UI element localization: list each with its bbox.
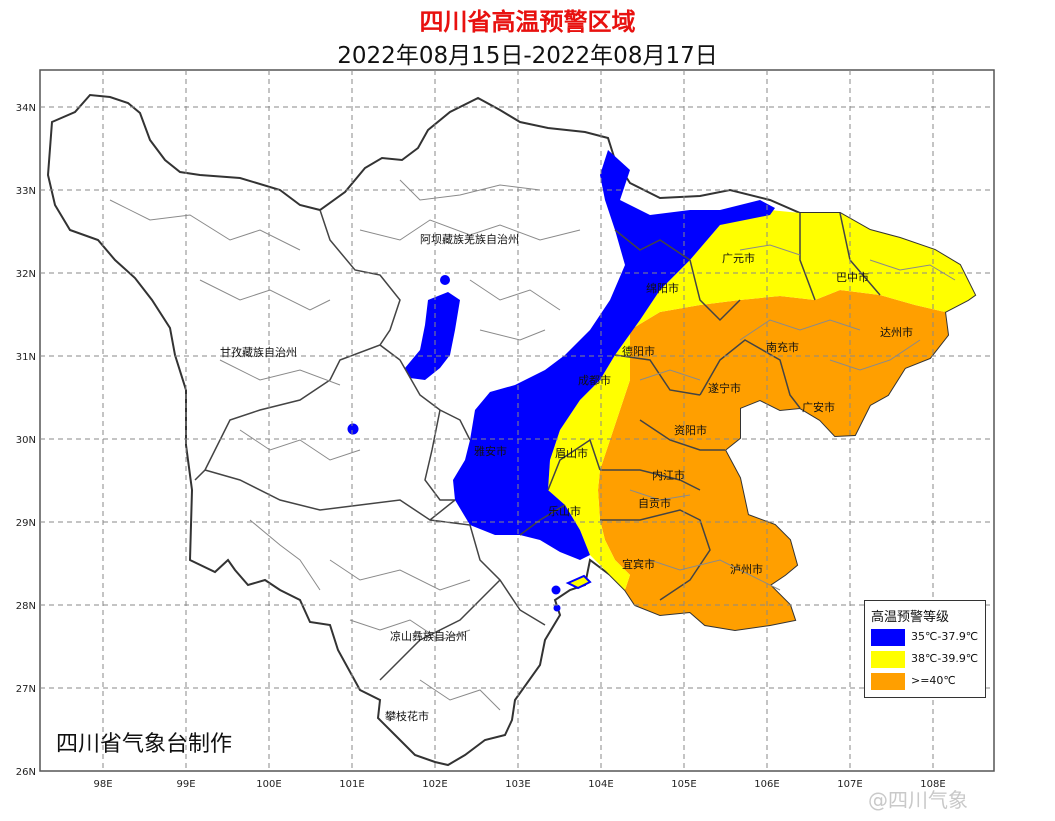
- lon-tick-label: 99E: [176, 779, 195, 790]
- label-leshan: 乐山市: [548, 504, 581, 518]
- lat-tick-label: 26N: [16, 767, 36, 778]
- label-yibin: 宜宾市: [622, 557, 655, 571]
- label-mianyang: 绵阳市: [646, 281, 679, 295]
- blue-spot-a: [440, 275, 450, 285]
- blue-spot-b: [347, 423, 359, 435]
- legend-label-blue: 35℃-37.9℃: [911, 630, 979, 643]
- blue-spot-d: [553, 604, 561, 612]
- label-ganzi: 甘孜藏族自治州: [220, 345, 297, 359]
- lon-tick-label: 103E: [505, 779, 530, 790]
- prefecture-boundaries: [194, 209, 881, 681]
- label-zigong: 自贡市: [638, 496, 671, 510]
- legend-item-orange: >=40℃: [871, 673, 981, 690]
- legend-label-yellow: 38℃-39.9℃: [911, 652, 979, 665]
- lat-tick-label: 27N: [16, 684, 36, 695]
- lon-tick-label: 105E: [671, 779, 696, 790]
- legend-label-orange: >=40℃: [911, 674, 956, 687]
- lat-tick-label: 29N: [16, 518, 36, 529]
- lon-tick-label: 100E: [256, 779, 281, 790]
- region-labels: 阿坝藏族羌族自治州 甘孜藏族自治州 凉山彝族自治州 攀枝花市 雅安市 眉山市 乐…: [220, 232, 913, 723]
- legend-title: 高温预警等级: [871, 610, 950, 625]
- lat-tick-label: 34N: [16, 103, 36, 114]
- lat-tick-label: 33N: [16, 186, 36, 197]
- legend-swatch-blue: [871, 629, 905, 646]
- label-yaan: 雅安市: [474, 444, 507, 458]
- producer-credit: 四川省气象台制作: [56, 732, 233, 757]
- lat-tick-label: 28N: [16, 601, 36, 612]
- label-suining: 遂宁市: [708, 381, 741, 395]
- yellow-spot: [565, 574, 592, 590]
- map-subtitle: 2022年08月15日-2022年08月17日: [337, 43, 718, 69]
- lon-tick-label: 98E: [93, 779, 112, 790]
- label-nanchong: 南充市: [766, 340, 799, 354]
- label-guangyuan: 广元市: [722, 251, 755, 265]
- blue-spot-c: [551, 585, 561, 595]
- legend-item-yellow: 38℃-39.9℃: [871, 651, 981, 668]
- watermark: @四川气象: [868, 788, 968, 812]
- lat-tick-label: 32N: [16, 269, 36, 280]
- axis-labels: 34N 33N 32N 31N 30N 29N 28N 27N 26N 98E 99E 100E 101…: [16, 103, 946, 790]
- lon-tick-label: 104E: [588, 779, 613, 790]
- lon-tick-label: 101E: [339, 779, 364, 790]
- label-guangan: 广安市: [802, 400, 835, 414]
- label-bazhong: 巴中市: [836, 270, 869, 284]
- legend-swatch-orange: [871, 673, 905, 690]
- lat-tick-label: 31N: [16, 352, 36, 363]
- label-panzhihua: 攀枝花市: [385, 709, 429, 723]
- label-chengdu: 成都市: [578, 373, 611, 387]
- lat-tick-label: 30N: [16, 435, 36, 446]
- legend: 高温预警等级 35℃-37.9℃ 38℃-39.9℃ >=40℃: [864, 600, 986, 698]
- blue-zone-main: [453, 150, 775, 560]
- yellow-zone: [548, 210, 975, 590]
- label-dazhou: 达州市: [880, 325, 913, 339]
- label-meishan: 眉山市: [555, 446, 588, 460]
- lon-tick-label: 107E: [837, 779, 862, 790]
- legend-item-blue: 35℃-37.9℃: [871, 629, 981, 646]
- label-neijiang: 内江市: [652, 468, 685, 482]
- lon-tick-label: 102E: [422, 779, 447, 790]
- legend-swatch-yellow: [871, 651, 905, 668]
- lat-lon-grid: [40, 70, 994, 771]
- blue-zone-west: [405, 292, 460, 380]
- lon-tick-label: 106E: [754, 779, 779, 790]
- label-deyang: 德阳市: [622, 344, 655, 358]
- label-aba: 阿坝藏族羌族自治州: [420, 232, 519, 246]
- label-luzhou: 泸州市: [730, 562, 763, 576]
- map-title: 四川省高温预警区域: [419, 8, 636, 36]
- label-ziyang: 资阳市: [674, 423, 707, 437]
- label-liangshan: 凉山彝族自治州: [390, 629, 467, 643]
- lon-tick-label: 108E: [920, 779, 945, 790]
- county-boundaries: [109, 179, 956, 711]
